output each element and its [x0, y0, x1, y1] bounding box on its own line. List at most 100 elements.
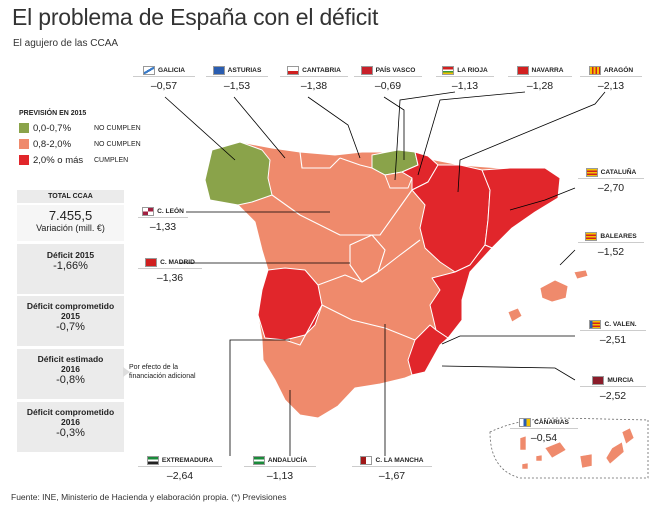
deficit-2015-value: -1,66% [53, 260, 88, 272]
leader-baleares [559, 249, 576, 266]
label-baleares: BALEARES –1,52 [578, 232, 644, 258]
totals-summary: 7.455,5 Variación (mill. €) [17, 205, 124, 241]
legend-note: NO CUMPLEN [94, 124, 141, 132]
value-c-la-mancha: –1,67 [378, 470, 406, 482]
note-arrow-icon [123, 367, 130, 377]
source-note: Fuente: INE, Ministerio de Hacienda y el… [11, 492, 287, 502]
label-aragon: ARAGÓN –2,13 [580, 66, 642, 92]
value-cataluna: –2,70 [597, 182, 625, 194]
island-hierro [521, 462, 529, 470]
legend-item: 2,0% o más CUMPLEN [19, 152, 141, 168]
label-extremadura: EXTREMADURA –2,64 [138, 456, 222, 482]
island-ibiza [507, 307, 523, 323]
la-rioja-flag-icon [442, 66, 455, 75]
value-aragon: –2,13 [597, 80, 625, 92]
legend-note: NO CUMPLEN [94, 140, 141, 148]
label-galicia: GALICIA –0,57 [133, 66, 195, 92]
legend-title: PREVISIÓN EN 2015 [19, 110, 87, 117]
border-mancha-south [321, 304, 416, 341]
label-murcia: MURCIA –2,52 [580, 376, 646, 402]
border-andalucia [284, 304, 323, 346]
island-gran-canaria [579, 453, 593, 469]
value-c-valen: –2,51 [599, 334, 627, 346]
navarra-flag-icon [516, 66, 529, 75]
pais-vasco-flag-icon [360, 66, 373, 75]
value-extremadura: –2,64 [166, 470, 194, 482]
legend-item: 0,0-0,7% NO CUMPLEN [19, 120, 141, 136]
label-andalucia: ANDALUCÍA –1,13 [244, 456, 316, 482]
island-lanzarote [621, 427, 635, 445]
island-menorca [573, 269, 589, 280]
page-title: El problema de España con el déficit [12, 4, 379, 30]
value-canarias: –0,54 [530, 432, 558, 444]
canarias-flag-icon [519, 418, 532, 427]
leader-asturias [233, 96, 286, 159]
murcia-flag-icon [592, 376, 605, 385]
c-leon-flag-icon [142, 207, 155, 216]
comprometido-2016-box: Déficit comprometido 2016 -0,3% [17, 402, 124, 452]
comprometido-2015-box: Déficit comprometido 2015 -0,7% [17, 296, 124, 346]
leader-navarra [417, 91, 526, 176]
value-pais-vasco: –0,69 [374, 80, 402, 92]
totals-header: TOTAL CCAA [17, 190, 124, 203]
island-tenerife [544, 441, 567, 459]
comprometido-2016-value: -0,3% [56, 427, 85, 439]
leader-cantabria [307, 96, 361, 159]
asturias-flag-icon [212, 66, 225, 75]
galicia-flag-icon [142, 66, 155, 75]
leader-la-rioja [394, 91, 456, 181]
total-unit: Variación (mill. €) [36, 223, 105, 233]
cataluna-flag-icon [585, 168, 598, 177]
value-la-rioja: –1,13 [451, 80, 479, 92]
label-pais-vasco: PAÍS VASCO –0,69 [354, 66, 422, 92]
deficit-2015-label: Déficit 2015 [46, 250, 95, 260]
label-c-leon: C. LEÓN –1,33 [138, 207, 188, 233]
label-cataluna: CATALUÑA –2,70 [578, 168, 644, 194]
island-gomera [535, 454, 543, 462]
region-galicia [204, 141, 273, 206]
leader-pais-vasco [383, 96, 405, 160]
estimado-2016-value: -0,8% [56, 374, 85, 386]
c-valen-flag-icon [589, 320, 602, 329]
label-c-madrid: C. MADRID –1,36 [138, 258, 202, 284]
border-asturias-cantabria [299, 151, 341, 169]
leader-cataluna [509, 187, 576, 211]
value-galicia: –0,57 [150, 80, 178, 92]
label-asturias: ASTURIAS –1,53 [206, 66, 268, 92]
border-mancha-north [317, 239, 421, 286]
comprometido-2015-value: -0,7% [56, 321, 85, 333]
region-cataluna [481, 167, 561, 249]
value-baleares: –1,52 [597, 246, 625, 258]
comprometido-2016-label: Déficit comprometido 2016 [26, 407, 115, 427]
island-mallorca [539, 279, 569, 303]
border-cantabria-leon [339, 157, 373, 169]
region-c-valenciana [429, 244, 493, 339]
total-value: 7.455,5 [48, 208, 93, 223]
legend-item: 0,8-2,0% NO CUMPLEN [19, 136, 141, 152]
value-navarra: –1,28 [526, 80, 554, 92]
aragon-flag-icon [588, 66, 601, 75]
leader-murcia [441, 365, 576, 381]
andalucia-flag-icon [252, 456, 265, 465]
label-c-la-mancha: C. LA MANCHA –1,67 [352, 456, 432, 482]
map-legend: PREVISIÓN EN 2015 0,0-0,7% NO CUMPLEN 0,… [19, 110, 141, 168]
value-murcia: –2,52 [599, 390, 627, 402]
region-murcia [407, 324, 449, 376]
leader-c-valen [441, 335, 575, 345]
legend-swatch [19, 155, 29, 165]
canarias-inset-frame [489, 417, 649, 479]
baleares-flag-icon [585, 232, 598, 241]
c-la-mancha-flag-icon [360, 456, 373, 465]
estimado-2016-label: Déficit estimado 2016 [37, 354, 104, 374]
legend-swatch [19, 139, 29, 149]
island-la-palma [519, 435, 527, 451]
label-c-valen: C. VALEN. –2,51 [580, 320, 646, 346]
value-c-leon: –1,33 [149, 221, 177, 233]
leader-extremadura [229, 339, 290, 456]
island-fuerteventura [605, 441, 625, 465]
legend-swatch [19, 123, 29, 133]
region-extremadura [257, 267, 323, 341]
estimado-2016-box: Déficit estimado 2016 -0,8% [17, 349, 124, 399]
legend-note: CUMPLEN [94, 156, 129, 164]
